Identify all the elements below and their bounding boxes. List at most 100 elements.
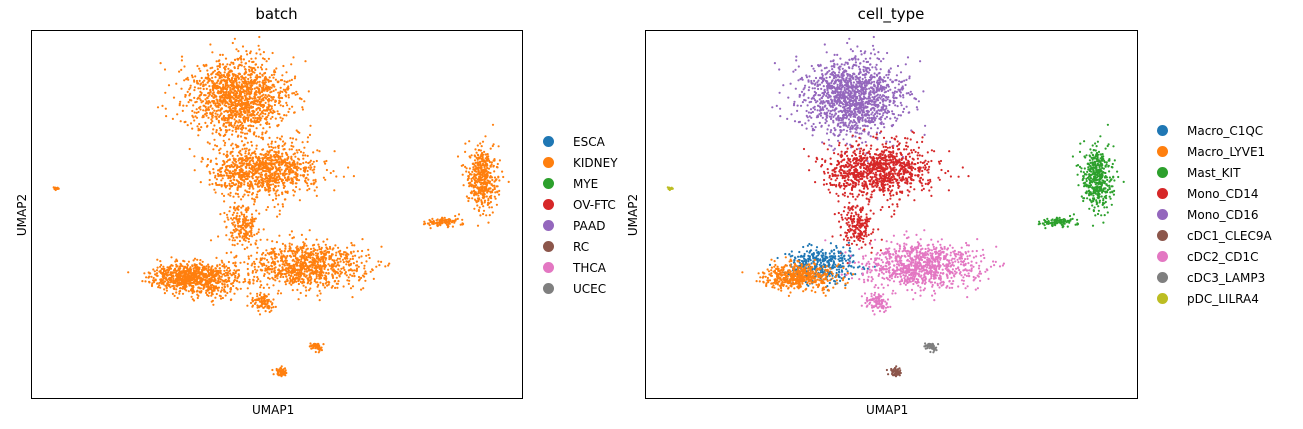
scatter-point bbox=[270, 261, 273, 265]
scatter-point bbox=[263, 273, 266, 276]
scatter-point bbox=[246, 141, 249, 144]
scatter-point bbox=[257, 117, 260, 120]
scatter-point bbox=[253, 87, 256, 90]
scatter-point bbox=[322, 271, 325, 274]
scatter-point bbox=[249, 154, 252, 157]
scatter-point bbox=[262, 93, 265, 96]
scatter-point bbox=[226, 283, 229, 287]
scatter-point bbox=[248, 60, 251, 63]
scatter-point bbox=[295, 90, 298, 93]
scatter-point bbox=[280, 168, 283, 171]
scatter-point bbox=[156, 106, 160, 109]
scatter-point bbox=[222, 160, 225, 163]
scatter-point bbox=[228, 106, 231, 109]
scatter-point bbox=[250, 181, 253, 185]
scatter-point bbox=[167, 269, 170, 272]
scatter-point bbox=[223, 162, 226, 165]
scatter-point bbox=[272, 189, 275, 192]
scatter-point bbox=[234, 183, 237, 186]
scatter-point bbox=[193, 96, 196, 99]
scatter-point bbox=[237, 89, 240, 92]
scatter-point bbox=[265, 208, 268, 211]
scatter-point bbox=[488, 206, 491, 209]
scatter-point bbox=[474, 165, 477, 168]
scatter-point bbox=[251, 192, 254, 195]
scatter-point bbox=[243, 92, 246, 95]
scatter-point bbox=[248, 65, 251, 68]
scatter-point bbox=[215, 117, 218, 121]
scatter-point bbox=[213, 82, 216, 85]
scatter-point bbox=[290, 63, 293, 66]
scatter-point bbox=[250, 159, 253, 162]
scatter-point bbox=[380, 260, 383, 263]
scatter-point bbox=[251, 224, 254, 227]
scatter-point bbox=[271, 168, 274, 171]
scatter-point bbox=[297, 261, 300, 264]
scatter-point bbox=[296, 169, 299, 172]
scatter-point bbox=[217, 60, 220, 63]
scatter-point bbox=[247, 240, 250, 243]
scatter-point bbox=[242, 58, 245, 61]
scatter-point bbox=[226, 271, 229, 274]
scatter-point bbox=[254, 271, 258, 274]
scatter-point bbox=[188, 88, 191, 91]
scatter-point bbox=[214, 281, 217, 284]
scatter-point bbox=[253, 71, 256, 74]
scatter-point bbox=[475, 177, 478, 180]
scatter-point bbox=[197, 127, 200, 130]
scatter-point bbox=[250, 264, 253, 267]
scatter-point bbox=[193, 280, 196, 283]
scatter-point bbox=[280, 135, 283, 138]
scatter-point bbox=[347, 166, 350, 169]
scatter-point bbox=[191, 127, 194, 130]
scatter-point bbox=[288, 178, 291, 181]
scatter-point bbox=[309, 256, 312, 259]
scatter-point bbox=[233, 101, 236, 104]
scatter-point bbox=[219, 134, 222, 137]
scatter-point bbox=[232, 81, 235, 84]
scatter-point bbox=[300, 269, 303, 272]
scatter-point bbox=[270, 270, 273, 274]
scatter-point bbox=[205, 101, 208, 104]
scatter-point bbox=[218, 149, 221, 152]
scatter-point bbox=[187, 101, 190, 104]
scatter-point bbox=[301, 108, 304, 111]
scatter-point bbox=[495, 203, 498, 206]
scatter-point bbox=[305, 238, 308, 241]
scatter-point bbox=[303, 265, 307, 268]
scatter-point bbox=[338, 257, 341, 260]
scatter-point bbox=[274, 274, 277, 277]
scatter-point bbox=[315, 277, 318, 280]
scatter-point bbox=[269, 252, 272, 255]
scatter-point bbox=[232, 61, 235, 64]
scatter-point bbox=[234, 209, 237, 212]
scatter-point bbox=[218, 74, 221, 77]
scatter-point bbox=[298, 188, 301, 191]
scatter-point bbox=[240, 97, 243, 101]
scatter-point bbox=[260, 179, 264, 182]
scatter-point bbox=[308, 229, 311, 232]
scatter-point bbox=[474, 148, 477, 151]
scatter-point bbox=[262, 166, 265, 169]
scatter-point bbox=[186, 268, 189, 271]
scatter-point bbox=[183, 280, 186, 283]
scatter-point bbox=[240, 95, 243, 98]
scatter-point bbox=[230, 78, 233, 81]
scatter-point bbox=[189, 281, 192, 284]
scatter-point bbox=[253, 260, 256, 263]
scatter-point bbox=[269, 86, 272, 89]
scatter-point bbox=[155, 269, 159, 272]
scatter-point bbox=[242, 195, 245, 198]
scatter-point bbox=[306, 258, 309, 262]
scatter-point bbox=[329, 257, 332, 260]
scatter-point bbox=[303, 281, 306, 284]
scatter-point bbox=[306, 265, 310, 268]
scatter-point bbox=[333, 280, 336, 283]
scatter-point bbox=[195, 111, 198, 114]
scatter-point bbox=[251, 262, 254, 265]
scatter-point bbox=[272, 284, 275, 287]
scatter-point bbox=[334, 272, 337, 275]
scatter-point bbox=[281, 96, 284, 100]
scatter-point bbox=[330, 254, 333, 258]
scatter-point bbox=[384, 265, 387, 268]
